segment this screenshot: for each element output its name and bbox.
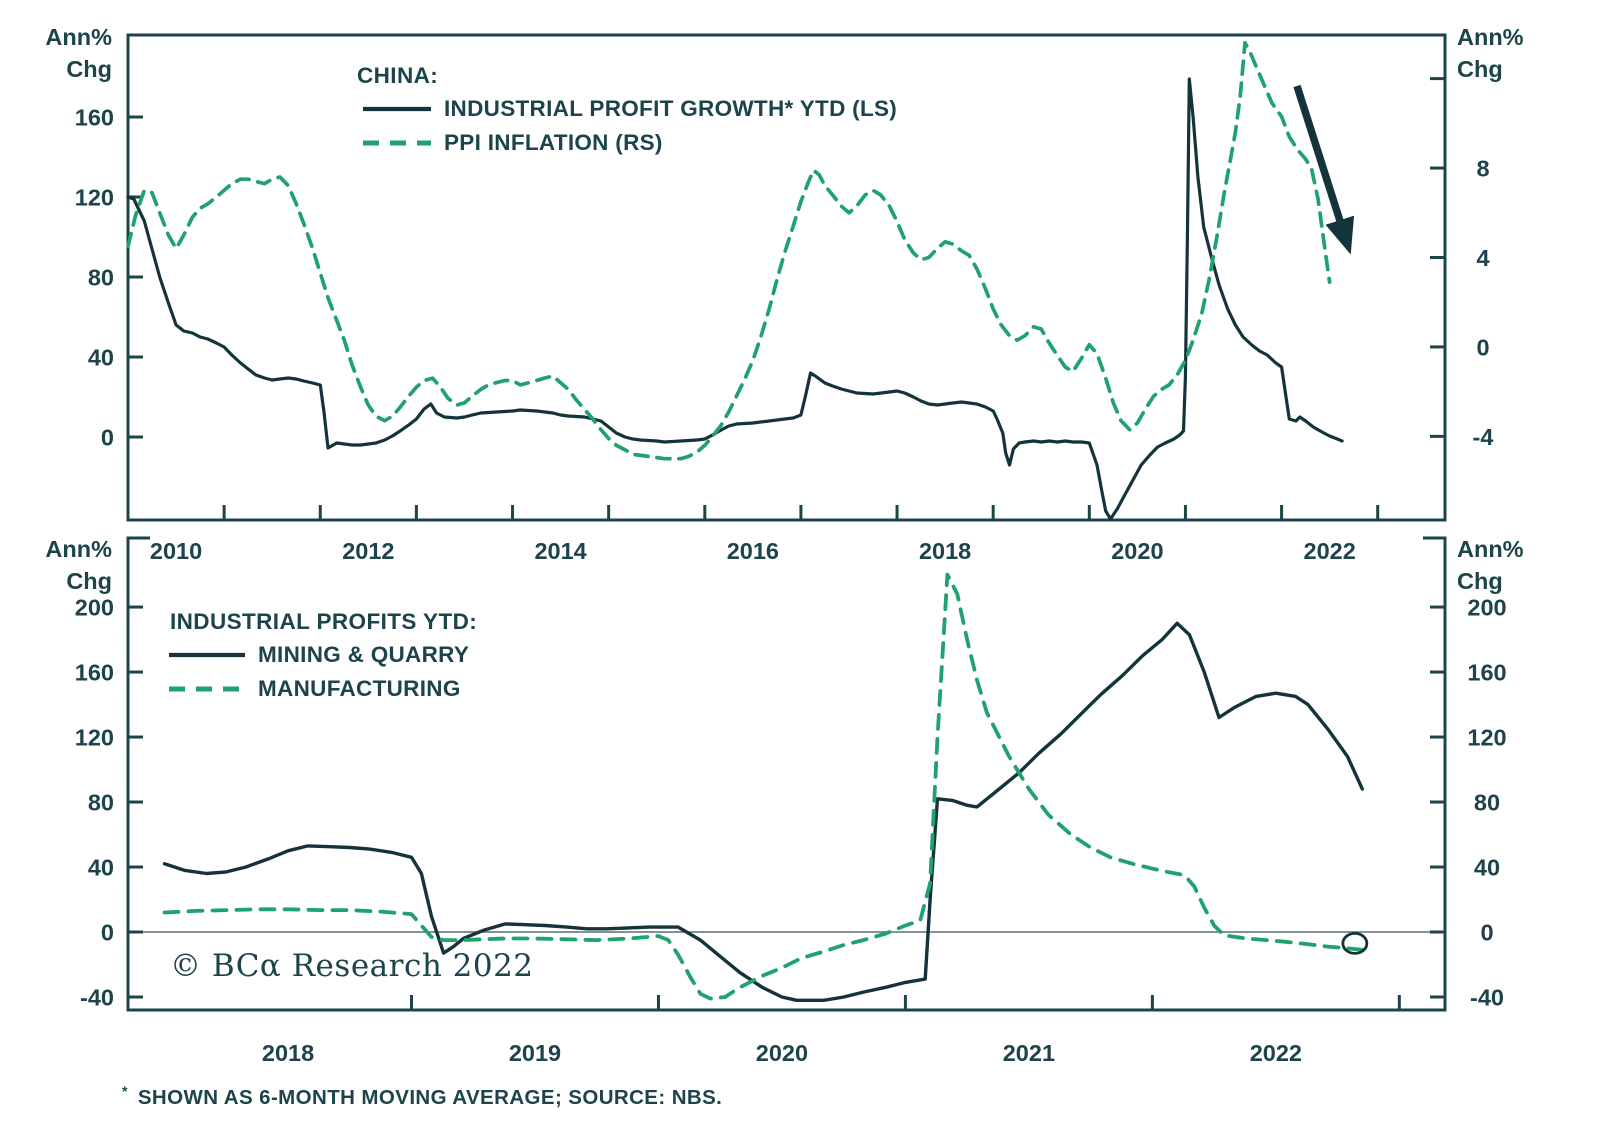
legend-top-chart: CHINA: INDUSTRIAL PROFIT GROWTH* YTD (LS… <box>357 64 897 160</box>
y-tick-label: 0 <box>1476 334 1489 360</box>
solid-line-sample-icon <box>363 106 431 112</box>
copyright-notice: © BCα Research 2022 <box>170 948 534 984</box>
y-tick-label: 80 <box>88 790 114 816</box>
axis-title: Ann% <box>45 24 112 50</box>
legend-title-china: CHINA: <box>357 63 439 88</box>
y-tick-label: 0 <box>1480 920 1493 946</box>
axis-title: Chg <box>66 568 112 594</box>
legend-item-ppi: PPI INFLATION (RS) <box>357 126 897 160</box>
x-tick-label: 2021 <box>1003 1040 1055 1066</box>
x-tick-label: 2019 <box>509 1040 561 1066</box>
y-tick-label: 160 <box>1467 660 1506 686</box>
footnote-text: SHOWN AS 6-MONTH MOVING AVERAGE; SOURCE:… <box>137 1085 723 1109</box>
series-line-industrial-profit-growth <box>126 77 1344 521</box>
series-line-manufacturing <box>162 572 1365 1001</box>
axis-title: Ann% <box>1457 536 1524 562</box>
legend-item-profit-growth: INDUSTRIAL PROFIT GROWTH* YTD (LS) <box>357 92 897 126</box>
y-tick-label: 120 <box>75 725 114 751</box>
legend-label-ppi: PPI INFLATION (RS) <box>444 130 663 155</box>
axis-title: Chg <box>1457 568 1503 594</box>
x-tick-label: 2018 <box>262 1040 314 1066</box>
axis-title: Ann% <box>45 536 112 562</box>
y-tick-label: 160 <box>75 660 114 686</box>
y-tick-label: 80 <box>88 265 114 291</box>
dashed-line-sample-icon <box>169 686 245 692</box>
y-tick-label: 200 <box>75 595 114 621</box>
y-tick-label: -4 <box>1473 424 1494 450</box>
chart-china-profit-ppi: 2010 2012 2014 2016 2018 2020 202216012080400A… <box>45 24 1523 564</box>
y-tick-label: 8 <box>1476 156 1489 182</box>
y-tick-label: 40 <box>88 855 114 881</box>
x-tick-label: 2020 <box>756 1040 808 1066</box>
series-line-ppi-inflation <box>126 40 1332 461</box>
x-tick-label: 2012 <box>342 538 394 564</box>
x-tick-label: 2010 <box>150 538 202 564</box>
x-tick-label: 2022 <box>1250 1040 1302 1066</box>
y-tick-label: 40 <box>1474 855 1500 881</box>
series-line-mining-quarry <box>162 621 1365 1002</box>
footnote: * SHOWN AS 6-MONTH MOVING AVERAGE; SOURCE… <box>122 1083 722 1110</box>
y-tick-label: 200 <box>1467 595 1506 621</box>
legend-item-manufacturing: MANUFACTURING <box>167 672 477 706</box>
solid-line-sample-icon <box>169 652 245 658</box>
x-tick-label: 2022 <box>1304 538 1356 564</box>
legend-label-mining: MINING & QUARRY <box>258 642 470 667</box>
x-tick-label: 2018 <box>919 538 971 564</box>
dashed-line-sample-icon <box>363 140 431 146</box>
footnote-marker: * <box>122 1083 128 1099</box>
axis-title: Ann% <box>1457 24 1524 50</box>
axis-title: Chg <box>1457 56 1503 82</box>
y-tick-label: 120 <box>75 185 114 211</box>
y-tick-label: 160 <box>75 105 114 131</box>
latest-point-circle <box>1341 931 1369 955</box>
legend-label-profit-growth: INDUSTRIAL PROFIT GROWTH* YTD (LS) <box>444 96 898 121</box>
x-tick-label: 2020 <box>1111 538 1163 564</box>
legend-label-manufacturing: MANUFACTURING <box>258 676 461 701</box>
y-tick-label: 40 <box>88 345 114 371</box>
axis-title: Chg <box>66 56 112 82</box>
chart-industrial-profits-sectors: 2018 2019 2020 2021 2022 200 160 120 80 40 0 -40 Ann… <box>45 536 1523 1066</box>
y-tick-label: 120 <box>1467 725 1506 751</box>
legend-item-mining: MINING & QUARRY <box>167 638 477 672</box>
y-tick-label: 0 <box>101 920 114 946</box>
legend-bottom-chart: INDUSTRIAL PROFITS YTD: MINING & QUARRY … <box>167 610 477 706</box>
y-tick-label: -40 <box>1470 985 1504 1011</box>
y-tick-label: 80 <box>1474 790 1500 816</box>
legend-title-industrial-profits: INDUSTRIAL PROFITS YTD: <box>170 609 478 634</box>
y-tick-label: 4 <box>1476 245 1489 271</box>
y-tick-label: 0 <box>101 425 114 451</box>
plot-frame <box>126 536 1447 1012</box>
downtrend-arrow <box>1293 84 1355 255</box>
y-tick-label: -40 <box>80 985 114 1011</box>
x-tick-label: 2014 <box>534 538 586 564</box>
x-tick-label: 2016 <box>727 538 779 564</box>
